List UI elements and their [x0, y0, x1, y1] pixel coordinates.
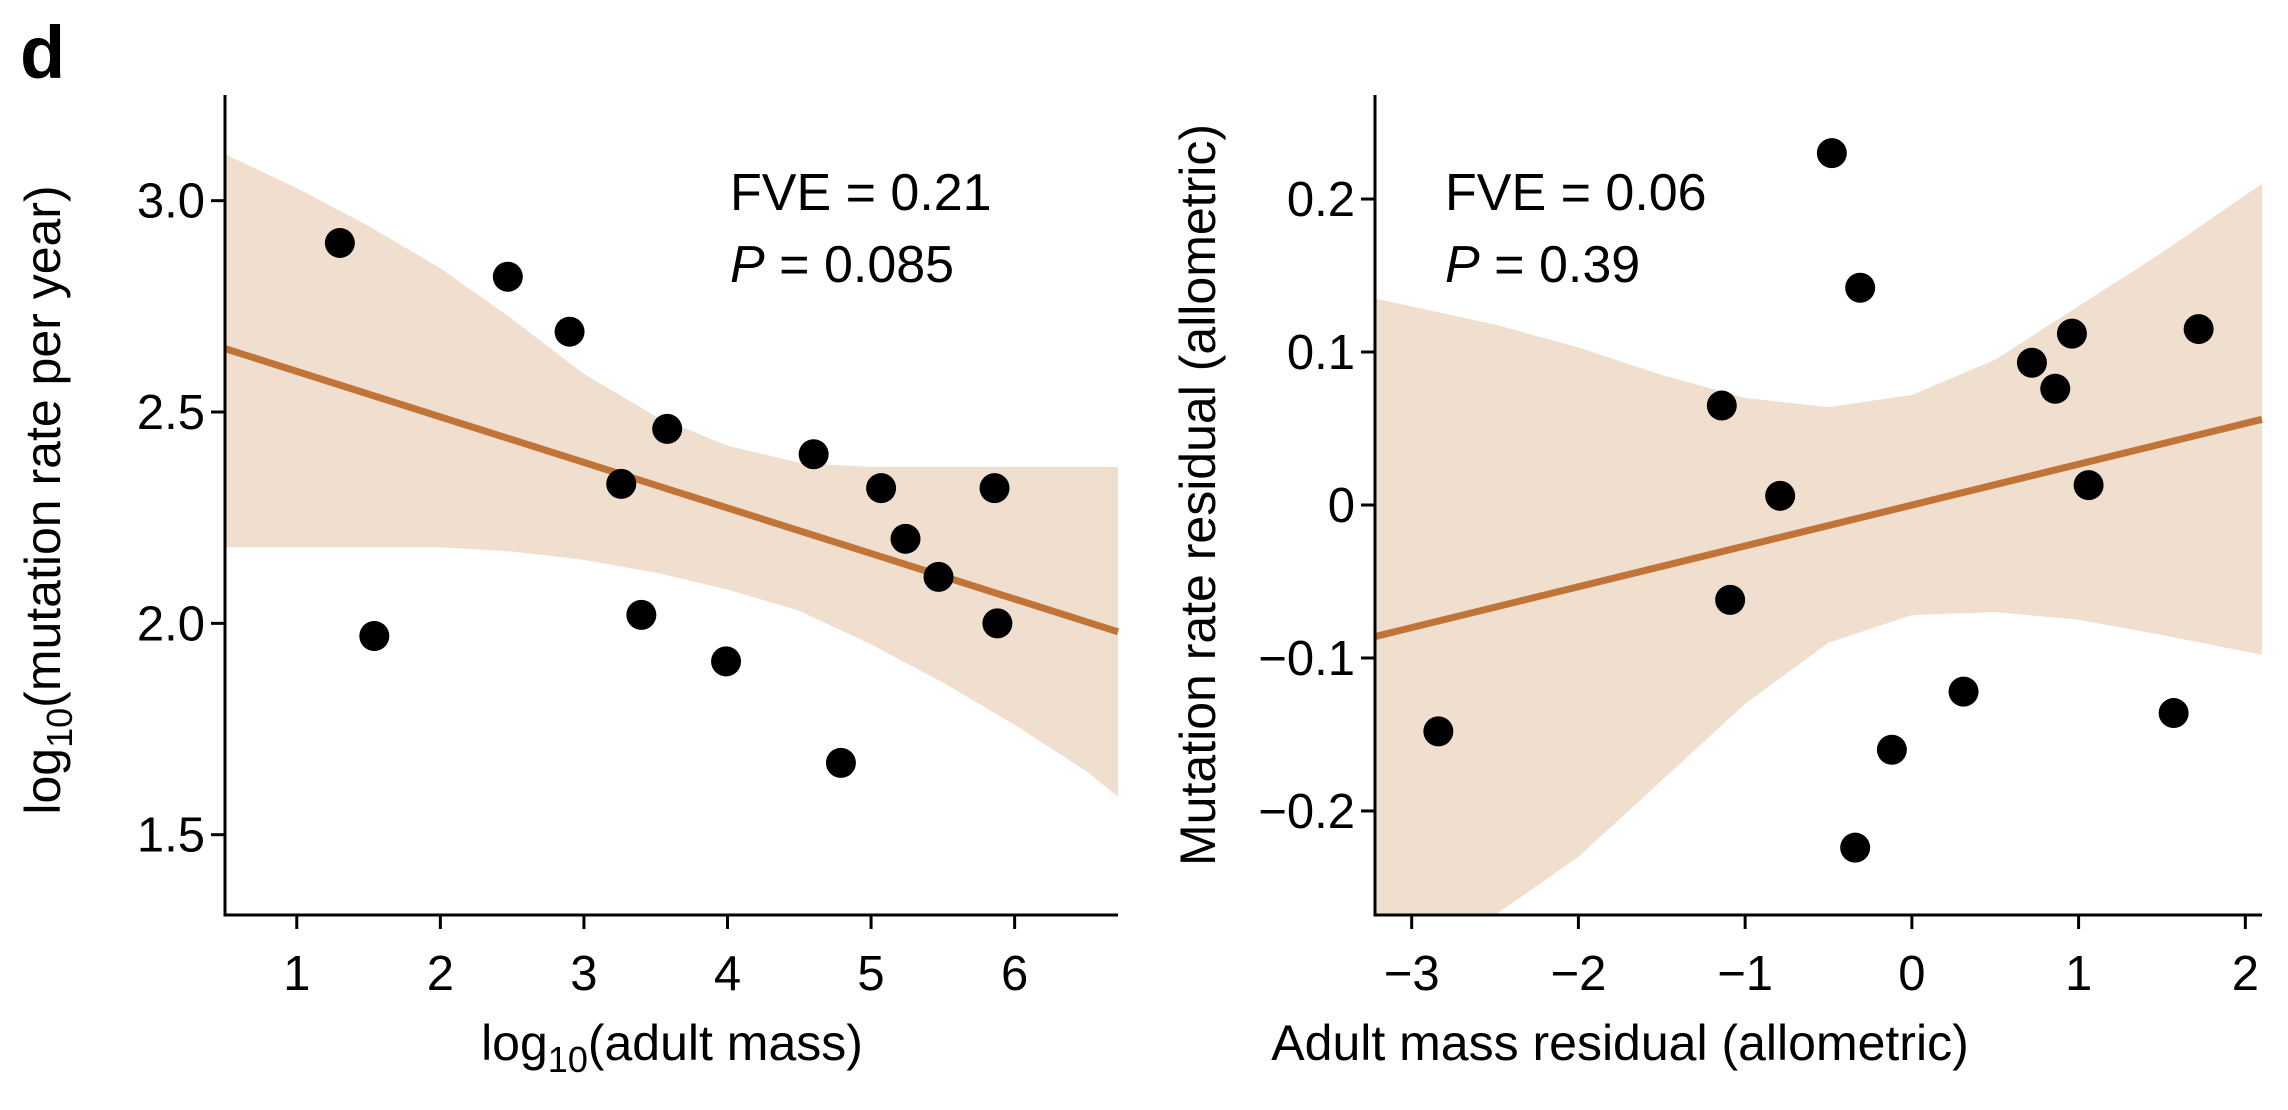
regression-line: [1374, 415, 2263, 640]
data-point: [1816, 138, 1847, 169]
data-point: [866, 473, 897, 504]
data-point: [554, 316, 585, 347]
y-axis-label: Mutation rate residual (allometric): [1170, 124, 1226, 866]
x-tick-label: 2: [427, 947, 454, 1001]
confidence-band: [225, 154, 1118, 797]
x-tick-label: 3: [570, 947, 597, 1001]
x-tick-label: −2: [1550, 947, 1606, 1001]
confidence-band-area: [225, 154, 1118, 797]
data-point: [492, 261, 523, 292]
p-value-annotation: P = 0.085: [730, 236, 954, 294]
data-point: [1765, 480, 1796, 511]
data-point: [1840, 832, 1871, 863]
data-point: [2073, 470, 2104, 501]
data-point: [1423, 716, 1454, 747]
data-point: [979, 473, 1010, 504]
right-scatter-plot: −3 −2 −1 0 1 2 −0.2 −0.1 0 0.1 0.2 FVE = 0.06 P = …: [1170, 95, 2263, 1071]
y-tick-label: 2.0: [137, 597, 205, 651]
regression-line: [223, 345, 1120, 636]
x-axis-label: log10(adult mass): [481, 1015, 863, 1080]
x-tick-label: −3: [1384, 947, 1440, 1001]
y-tick-label: 2.5: [137, 386, 205, 440]
data-point: [2016, 347, 2047, 378]
fit-line: [1374, 415, 2263, 640]
x-tick-label: 0: [1898, 947, 1925, 1001]
fit-line: [223, 345, 1120, 636]
data-point: [2056, 318, 2087, 349]
y-tick-label: 1.5: [137, 809, 205, 863]
p-value-annotation: P = 0.39: [1445, 236, 1640, 294]
y-tick-label: −0.2: [1258, 785, 1355, 839]
x-tick-label: 1: [283, 947, 310, 1001]
y-axis-label: log10(mutation rate per year): [15, 185, 80, 814]
data-point: [652, 413, 683, 444]
x-tick-label: 1: [2065, 947, 2092, 1001]
left-scatter-plot: 1 2 3 4 5 61.52.02.53.0 FVE = 0.21 P = 0.085 …: [15, 95, 1120, 1080]
x-tick-label: 6: [1001, 947, 1028, 1001]
y-tick-label: −0.1: [1258, 632, 1355, 686]
data-point: [825, 747, 856, 778]
fve-annotation: FVE = 0.06: [1445, 164, 1707, 222]
y-tick-label: 0: [1328, 479, 1355, 533]
y-tick-label: 0.2: [1287, 173, 1355, 227]
data-point: [2040, 373, 2071, 404]
axes: −3 −2 −1 0 1 2 −0.2 −0.1 0 0.1 0.2: [1258, 95, 2262, 1001]
x-axis-label: Adult mass residual (allometric): [1271, 1015, 1968, 1071]
x-tick-label: 4: [714, 947, 741, 1001]
data-point: [1948, 676, 1979, 707]
data-point: [359, 621, 390, 652]
data-points: [1423, 138, 2214, 863]
panel-label: d: [20, 11, 65, 94]
data-point: [798, 439, 829, 470]
data-point: [1876, 734, 1907, 765]
y-tick-label: 0.1: [1287, 326, 1355, 380]
data-point: [890, 523, 921, 554]
data-point: [1715, 584, 1746, 615]
data-point: [606, 468, 637, 499]
data-point: [1845, 272, 1876, 303]
data-point: [2183, 314, 2214, 345]
x-tick-label: 2: [2232, 947, 2259, 1001]
fve-annotation: FVE = 0.21: [730, 164, 992, 222]
data-point: [324, 227, 355, 258]
axes: 1 2 3 4 5 6 1.5 2.0 2.5 3.0: [137, 95, 1118, 1001]
data-point: [982, 608, 1013, 639]
data-point: [711, 646, 742, 677]
data-point: [923, 561, 954, 592]
data-point: [2158, 698, 2189, 729]
x-tick-label: −1: [1717, 947, 1773, 1001]
data-points: [324, 227, 1013, 778]
x-tick-label: 5: [857, 947, 884, 1001]
y-tick-label: 3.0: [137, 175, 205, 229]
data-point: [626, 599, 657, 630]
data-point: [1706, 390, 1737, 421]
